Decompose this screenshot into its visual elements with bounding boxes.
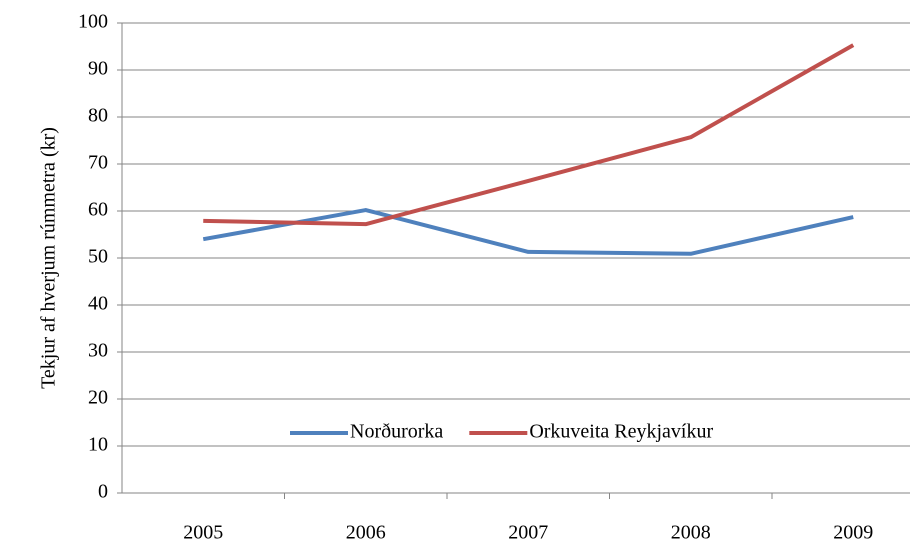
y-tick-label: 0: [98, 481, 108, 503]
x-tick-label: 2007: [508, 522, 548, 544]
y-tick-label: 100: [78, 11, 108, 33]
y-tick-label: 20: [88, 387, 108, 409]
y-tick-label: 30: [88, 340, 108, 362]
x-tick-label: 2006: [346, 522, 386, 544]
x-tick-label: 2008: [671, 522, 711, 544]
y-tick-label: 70: [88, 152, 108, 174]
y-tick-label: 10: [88, 434, 108, 456]
y-tick-label: 50: [88, 246, 108, 268]
series-line: [203, 43, 855, 227]
series-line: [202, 208, 854, 256]
y-axis-label: Tekjur af hverjum rúmmetra (kr): [38, 127, 60, 389]
y-tick-label: 90: [88, 58, 108, 80]
legend-label: Orkuveita Reykjavíkur: [529, 421, 713, 443]
x-tick-label: 2005: [183, 522, 223, 544]
legend-label: Norðurorka: [350, 421, 443, 443]
y-tick-label: 80: [88, 105, 108, 127]
y-tick-label: 40: [88, 293, 108, 315]
x-tick-label: 2009: [833, 522, 873, 544]
y-tick-label: 60: [88, 199, 108, 221]
